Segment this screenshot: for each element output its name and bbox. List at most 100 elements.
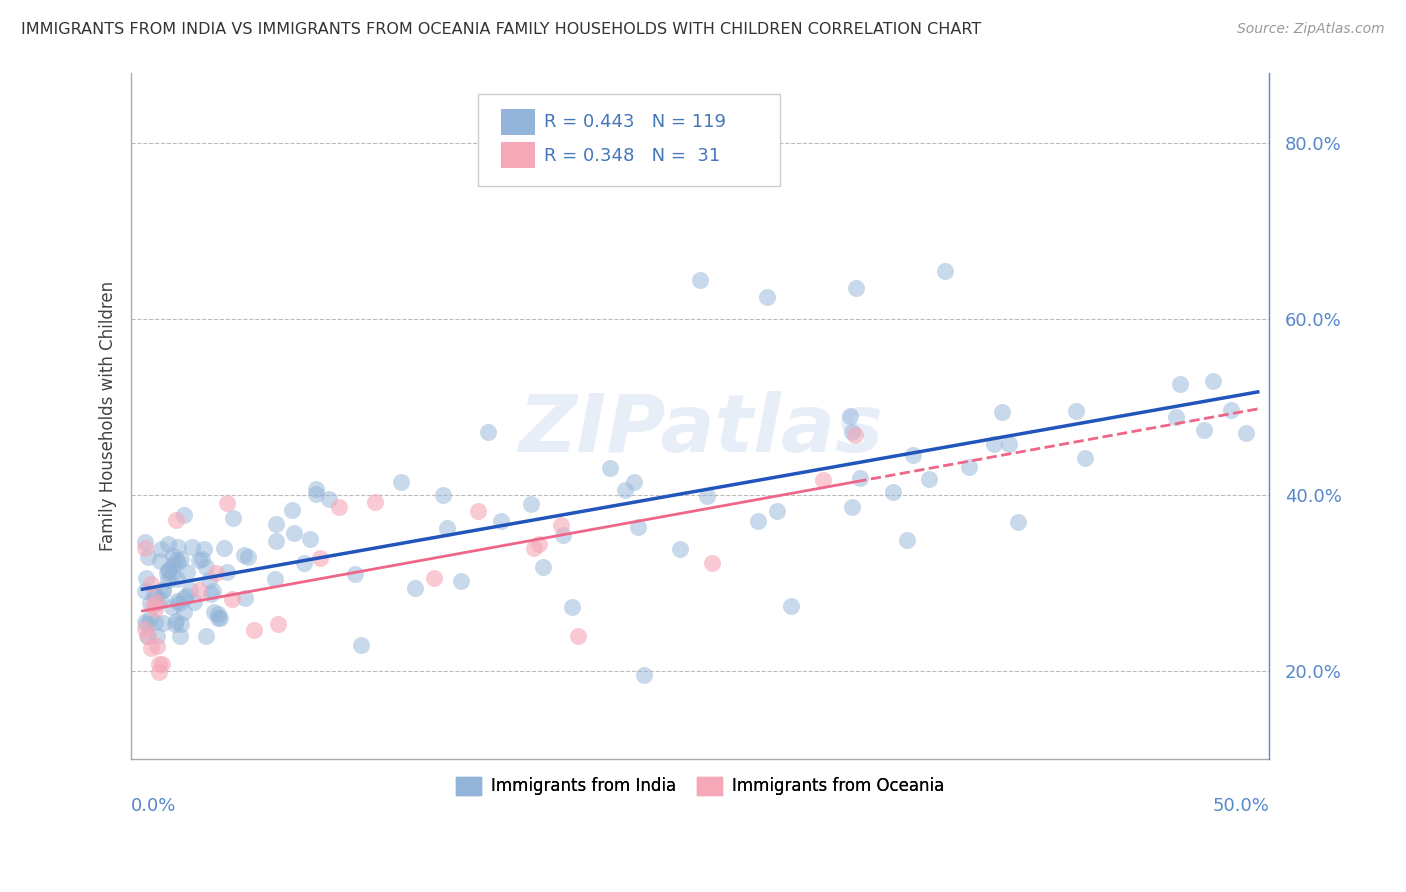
Point	[179, 582, 201, 597]
Text: Source: ZipAtlas.com: Source: ZipAtlas.com	[1237, 22, 1385, 37]
Point	[1168, 376, 1191, 391]
Point	[207, 611, 229, 625]
Point	[780, 599, 803, 614]
Point	[146, 639, 169, 653]
Point	[152, 657, 174, 671]
Point	[166, 555, 188, 569]
Point	[173, 508, 195, 523]
Point	[363, 495, 385, 509]
Point	[901, 448, 924, 462]
Point	[432, 488, 454, 502]
Point	[183, 595, 205, 609]
Point	[173, 591, 195, 605]
Point	[134, 615, 156, 630]
Point	[139, 640, 162, 655]
Text: ZIPatlas: ZIPatlas	[517, 391, 883, 468]
Point	[934, 264, 956, 278]
Point	[633, 668, 655, 682]
Point	[700, 557, 723, 571]
FancyBboxPatch shape	[501, 142, 536, 169]
Point	[318, 492, 340, 507]
Point	[165, 552, 187, 566]
Point	[990, 405, 1012, 419]
Point	[436, 520, 458, 534]
Point	[491, 514, 513, 528]
Point	[207, 607, 229, 622]
Point	[152, 583, 174, 598]
Point	[166, 594, 188, 608]
Point	[243, 623, 266, 637]
Point	[149, 554, 172, 568]
Point	[143, 615, 166, 629]
Point	[145, 591, 167, 605]
Point	[162, 549, 184, 563]
Point	[150, 541, 173, 556]
Point	[669, 541, 692, 556]
Point	[298, 532, 321, 546]
Point	[202, 605, 225, 619]
Point	[983, 437, 1005, 451]
Point	[160, 600, 183, 615]
Point	[166, 573, 188, 587]
Point	[1064, 403, 1087, 417]
Point	[202, 583, 225, 598]
Point	[567, 629, 589, 643]
Point	[756, 290, 779, 304]
Point	[696, 489, 718, 503]
Point	[520, 497, 543, 511]
Point	[305, 483, 328, 497]
Point	[181, 540, 204, 554]
Point	[467, 504, 489, 518]
Point	[997, 437, 1019, 451]
Point	[1074, 450, 1097, 465]
Point	[1166, 409, 1188, 424]
Point	[136, 550, 159, 565]
Point	[404, 581, 426, 595]
Point	[849, 470, 872, 484]
Point	[599, 461, 621, 475]
Point	[844, 428, 866, 442]
Point	[167, 596, 190, 610]
Point	[838, 409, 860, 424]
Point	[148, 665, 170, 679]
FancyBboxPatch shape	[478, 94, 780, 186]
Point	[195, 559, 218, 574]
Point	[232, 548, 254, 562]
Point	[957, 459, 980, 474]
Point	[174, 589, 197, 603]
Point	[845, 281, 868, 295]
Point	[811, 473, 834, 487]
Point	[292, 556, 315, 570]
Point	[200, 587, 222, 601]
FancyBboxPatch shape	[501, 109, 536, 135]
Point	[613, 483, 636, 497]
Point	[157, 573, 180, 587]
Point	[918, 472, 941, 486]
Point	[208, 611, 231, 625]
Point	[139, 596, 162, 610]
Point	[477, 425, 499, 439]
Point	[267, 617, 290, 632]
Point	[139, 611, 162, 625]
Point	[264, 516, 287, 531]
Point	[134, 622, 156, 636]
Point	[450, 574, 472, 588]
Point	[204, 566, 226, 580]
Point	[1234, 426, 1257, 441]
Legend: Immigrants from India, Immigrants from Oceania: Immigrants from India, Immigrants from O…	[450, 770, 950, 802]
Text: 50.0%: 50.0%	[1212, 797, 1270, 814]
Point	[176, 565, 198, 579]
Point	[193, 541, 215, 556]
Point	[391, 475, 413, 489]
Point	[146, 596, 169, 610]
Point	[233, 591, 256, 606]
Point	[187, 583, 209, 598]
Point	[1007, 515, 1029, 529]
Point	[689, 272, 711, 286]
Point	[551, 528, 574, 542]
Text: R = 0.348   N =  31: R = 0.348 N = 31	[544, 147, 720, 165]
Point	[1192, 423, 1215, 437]
Point	[305, 487, 328, 501]
Point	[896, 533, 918, 547]
Point	[165, 615, 187, 629]
